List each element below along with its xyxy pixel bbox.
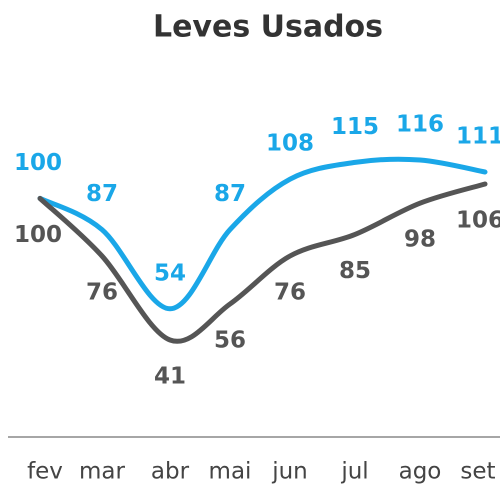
x-tick-label: mar xyxy=(79,459,125,485)
data-label: 54 xyxy=(154,260,186,286)
data-label: 116 xyxy=(396,112,444,138)
data-label: 100 xyxy=(14,222,62,248)
x-tick-label: fev xyxy=(27,459,63,485)
data-label: 41 xyxy=(154,364,186,390)
x-tick-label: ago xyxy=(399,459,442,485)
data-label: 85 xyxy=(339,258,371,284)
data-label: 87 xyxy=(214,181,246,207)
data-label: 111 xyxy=(456,124,500,150)
chart-title: Leves Usados xyxy=(153,10,383,45)
x-tick-label: jun xyxy=(271,459,308,485)
data-label: 115 xyxy=(331,114,379,140)
data-label: 56 xyxy=(214,328,246,354)
data-label: 87 xyxy=(86,181,118,207)
data-label: 76 xyxy=(86,280,118,306)
line xyxy=(37,181,488,344)
x-tick-label: set xyxy=(460,459,495,485)
data-label: 108 xyxy=(266,131,314,157)
x-tick-label: abr xyxy=(151,459,190,485)
x-tick-label: mai xyxy=(209,459,252,485)
data-label: 76 xyxy=(274,280,306,306)
x-tick-label: jul xyxy=(340,459,368,485)
data-label: 98 xyxy=(404,227,436,253)
line xyxy=(37,156,488,312)
data-label: 106 xyxy=(456,208,500,234)
data-label: 100 xyxy=(14,150,62,176)
